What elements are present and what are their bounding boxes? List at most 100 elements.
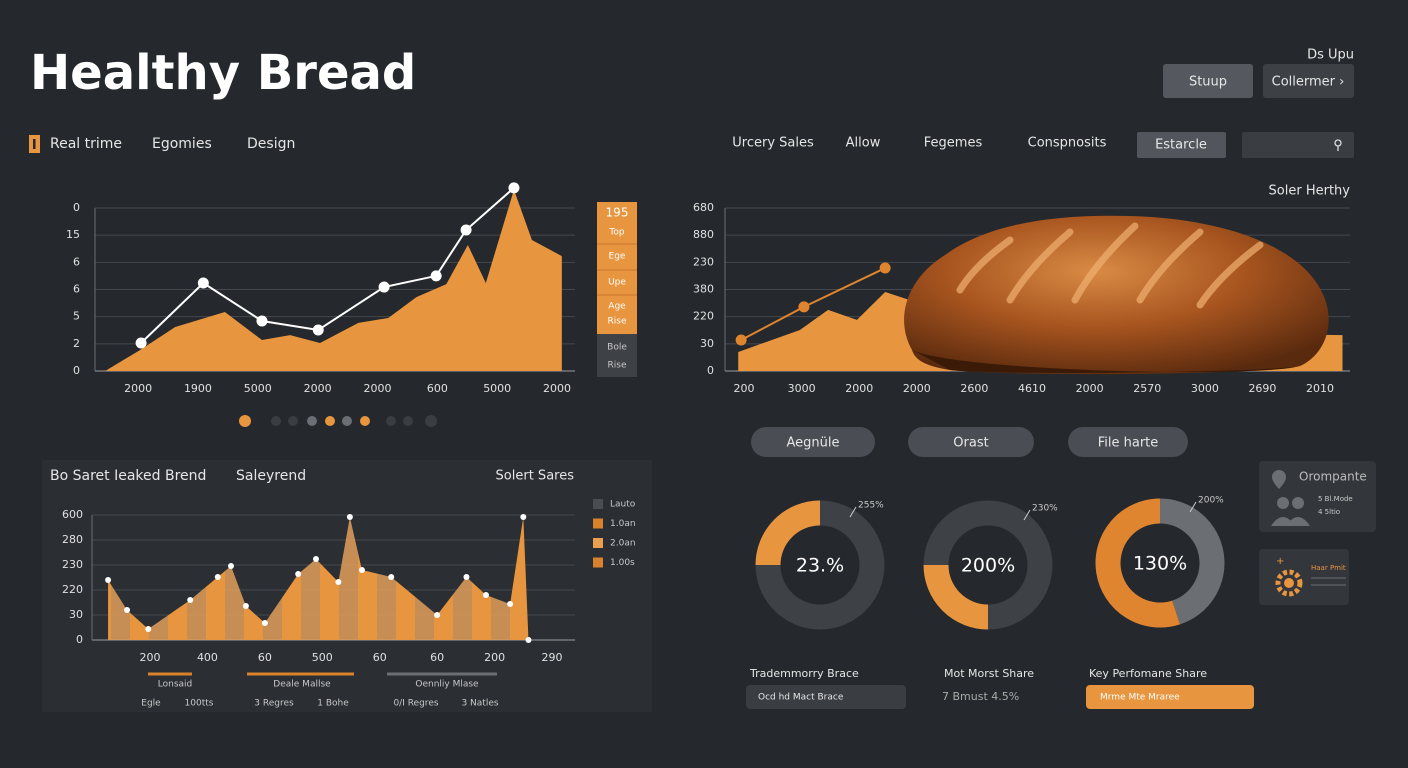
user-name[interactable]: Ds Upu [1307,48,1354,63]
legend-label: Lauto [610,500,636,510]
point [187,597,194,603]
point [312,324,324,336]
x-tick-label: 290 [542,651,563,664]
nav-item[interactable]: Conspnosits [1028,136,1107,151]
pill-label[interactable]: Orast [953,436,988,451]
point [346,514,353,520]
card[interactable] [1259,549,1349,605]
annotation-leader [1189,501,1197,513]
point [105,577,112,583]
x-tick-label: 2690 [1248,382,1276,395]
card-text: 4 5ltio [1318,508,1340,516]
pill[interactable] [751,427,875,457]
point [388,574,395,580]
side-legend-text: Upe [608,278,626,288]
x-tick-label: 4610 [1018,382,1046,395]
point [335,579,342,585]
nav-button-label[interactable]: Estarcle [1155,138,1207,153]
x-tick-label: 2000 [304,382,332,395]
x-tick-label: 600 [427,382,448,395]
kpi-box [746,685,906,709]
footer-note: 1 Bohe [317,699,349,709]
nav-item[interactable]: Egomies [152,136,212,152]
point [507,601,514,607]
bread-score [956,236,1014,294]
point [124,607,131,613]
pill-label[interactable]: Aegnüle [786,436,839,451]
chart-subtitle: Saleyrend [236,468,306,484]
point [735,334,747,346]
button-label[interactable]: Stuup [1189,75,1227,90]
y-tick-label: 30 [69,608,83,621]
search-box[interactable] [1242,132,1354,158]
pager-dot[interactable] [239,415,251,427]
y-tick-label: 15 [66,228,80,241]
pager-dot[interactable] [307,416,317,426]
pager[interactable] [239,415,437,427]
pager-dot[interactable] [288,416,298,426]
point [430,270,442,282]
button[interactable] [1163,64,1253,98]
button-label[interactable]: Collermer › [1272,75,1345,90]
side-legend-text: Rise [608,317,627,327]
pager-dot[interactable] [403,416,413,426]
pager-dot[interactable] [425,415,437,427]
pager-dot[interactable] [325,416,335,426]
kpi-label: Trademmorry Brace [749,667,859,680]
bread-score [1071,222,1139,304]
legend-label: 2.0an [610,539,636,549]
donut-segment [1095,498,1180,628]
area [105,189,562,371]
nav-item[interactable]: Fegemes [924,136,983,151]
legend-label: 1.0an [610,519,636,529]
kpi-label: Mot Morst Share [944,667,1034,680]
x-tick-label: 200 [484,651,505,664]
nav-item[interactable]: Design [247,136,295,152]
side-legend-text: Bole [607,343,627,353]
legend-label: Deale Mallse [273,680,331,690]
kpi-value: Ocd hd Mact Brace [758,693,844,703]
chart-title: Soler Herthy [1269,184,1351,199]
x-tick-label: 2000 [124,382,152,395]
side-legend-text: Rise [608,361,627,371]
pill-label[interactable]: File harte [1098,436,1159,451]
button[interactable] [1263,64,1354,98]
pill[interactable] [908,427,1034,457]
pager-dot[interactable] [342,416,352,426]
chart-title: Bo Saret Ieaked Brend [50,468,206,484]
y-tick-label: 6 [73,283,80,296]
footer-note: 3 Natles [461,699,498,709]
bread-score [1006,228,1074,304]
x-tick-label: 5000 [483,382,511,395]
nav-item[interactable]: Allow [846,136,881,151]
x-tick-label: 2600 [960,382,988,395]
y-tick-label: 230 [62,558,83,571]
nav-item[interactable]: Urcery Sales [732,136,814,151]
point [525,637,532,643]
pill[interactable] [1068,427,1188,457]
pager-dot[interactable] [386,416,396,426]
donut-annotation: 230% [1032,504,1058,514]
pin-icon [1272,470,1286,489]
kpi-box [1086,685,1254,709]
nav-button[interactable] [1137,132,1226,158]
footer-note: 3 Regres [254,699,294,709]
point [798,301,810,313]
y-tick-label: 380 [693,283,714,296]
pager-dot[interactable] [271,416,281,426]
y-tick-label: 6 [73,255,80,268]
card[interactable] [1259,461,1376,532]
legend-swatch [593,557,603,568]
legend-swatch [593,518,603,529]
x-tick-label: 2000 [363,382,391,395]
bread-score [1136,228,1204,304]
donut-center-label: 23.% [796,555,844,577]
pager-dot[interactable] [360,416,370,426]
chart-annotation: Solert Sares [496,469,575,484]
nav-item[interactable]: Real trime [50,136,122,152]
x-tick-label: 5000 [244,382,272,395]
donut-center-label: 200% [961,555,1015,577]
point [463,574,470,580]
side-legend-text: Age [608,302,626,312]
